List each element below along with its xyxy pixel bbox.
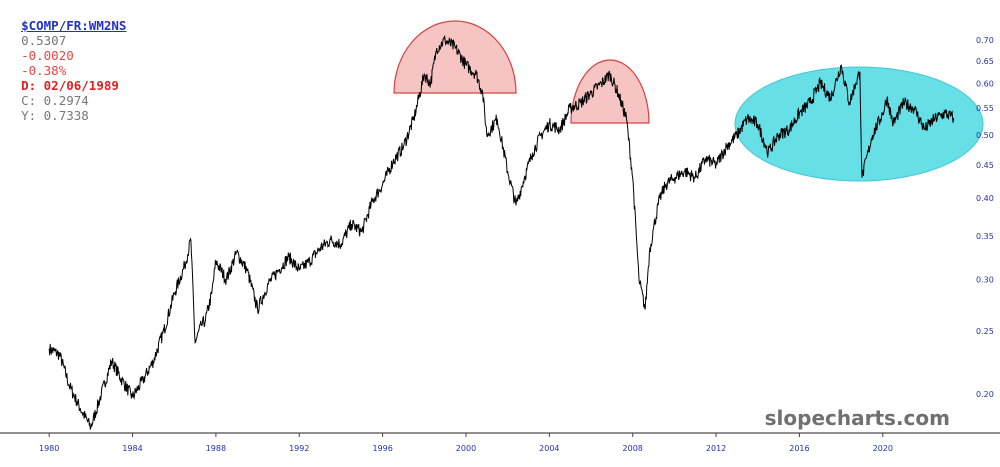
x-tick-label: 2004	[539, 444, 559, 453]
series-line	[48, 35, 955, 430]
x-tick-label: 1980	[39, 444, 59, 453]
pattern-overlays	[393, 20, 984, 182]
x-tick-label: 2012	[706, 444, 726, 453]
x-tick-label: 1992	[289, 444, 309, 453]
chart-header: $COMP/FR:WM2NS 0.5307 -0.0020 -0.38% D: …	[6, 3, 132, 123]
y-tick-label: 0.45	[976, 161, 994, 170]
y-tick-label: 0.60	[976, 79, 994, 88]
y-tick-label: 0.65	[976, 57, 994, 66]
y-tick-label: 0.70	[976, 36, 994, 45]
y-tick-label: 0.20	[976, 390, 994, 399]
y-tick-label: 0.35	[976, 232, 994, 241]
y-tick-label: 0.40	[976, 194, 994, 203]
x-tick-label: 2008	[623, 444, 643, 453]
cursor-y: Y: 0.7338	[21, 108, 89, 123]
y-tick-label: 0.55	[976, 104, 994, 113]
y-tick-label: 0.50	[976, 131, 994, 140]
top-pattern-1	[393, 20, 517, 94]
change-percent: -0.38%	[21, 63, 67, 78]
top-pattern-2	[570, 59, 650, 124]
x-tick-label: 1988	[206, 444, 226, 453]
x-tick-label: 2020	[873, 444, 893, 453]
change-value: -0.0020	[21, 48, 74, 63]
x-tick-label: 1996	[372, 444, 392, 453]
watermark: slopecharts.com	[764, 406, 950, 430]
y-tick-label: 0.30	[976, 276, 994, 285]
symbol-link[interactable]: $COMP/FR:WM2NS	[21, 18, 127, 33]
y-tick-label: 0.25	[976, 327, 994, 336]
x-tick-label: 2000	[456, 444, 476, 453]
y-axis: 0.70 0.65 0.60 0.55 0.50 0.45 0.40 0.35 0.30 0.25…	[976, 36, 994, 399]
cursor-close: C: 0.2974	[21, 93, 89, 108]
x-tick-label: 2016	[789, 444, 809, 453]
x-axis: 1980 1984 1988 1992 1996 2000 2004 2008 2012 2016…	[0, 432, 1000, 453]
price-series	[48, 35, 955, 430]
last-value: 0.5307	[21, 33, 67, 48]
x-tick-label: 1984	[122, 444, 142, 453]
recent-range-oval	[734, 66, 984, 182]
cursor-date: D: 02/06/1989	[21, 78, 119, 93]
